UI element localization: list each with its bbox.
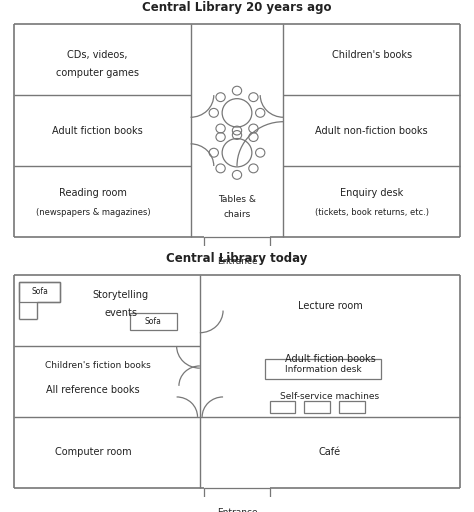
- Text: Computer room: Computer room: [55, 447, 131, 457]
- Bar: [130, 313, 177, 330]
- Text: Café: Café: [319, 447, 341, 457]
- Text: (tickets, book returns, etc.): (tickets, book returns, etc.): [315, 208, 428, 217]
- Text: Children's books: Children's books: [332, 50, 412, 60]
- Bar: [18, 282, 61, 302]
- Text: Lecture room: Lecture room: [298, 301, 362, 311]
- Bar: [204, 237, 270, 250]
- Text: Adult fiction books: Adult fiction books: [284, 354, 375, 364]
- Text: Tables &: Tables &: [218, 195, 256, 204]
- Text: Entrance: Entrance: [217, 507, 257, 512]
- Text: All reference books: All reference books: [46, 386, 140, 395]
- Text: Sofa: Sofa: [31, 287, 48, 296]
- Bar: [270, 401, 295, 413]
- Text: Adult non-fiction books: Adult non-fiction books: [315, 125, 428, 136]
- Text: chairs: chairs: [223, 210, 251, 219]
- Text: computer games: computer games: [56, 68, 139, 78]
- Text: Storytelling: Storytelling: [93, 290, 149, 300]
- Text: Adult fiction books: Adult fiction books: [52, 125, 143, 136]
- Title: Central Library 20 years ago: Central Library 20 years ago: [142, 1, 332, 14]
- Text: Children's fiction books: Children's fiction books: [45, 361, 151, 371]
- Text: Information desk: Information desk: [284, 365, 361, 374]
- Text: Self-service machines: Self-service machines: [280, 392, 380, 401]
- Text: Reading room: Reading room: [59, 187, 127, 198]
- Bar: [265, 359, 381, 379]
- Bar: [339, 401, 365, 413]
- Title: Central Library today: Central Library today: [166, 252, 308, 265]
- Bar: [204, 488, 270, 501]
- Text: Sofa: Sofa: [145, 317, 162, 326]
- Bar: [304, 401, 330, 413]
- Text: (newspapers & magazines): (newspapers & magazines): [36, 208, 150, 217]
- Text: CDs, videos,: CDs, videos,: [67, 50, 128, 60]
- Text: Enquiry desk: Enquiry desk: [340, 187, 403, 198]
- Text: events: events: [104, 308, 137, 318]
- Text: Entrance: Entrance: [217, 257, 257, 266]
